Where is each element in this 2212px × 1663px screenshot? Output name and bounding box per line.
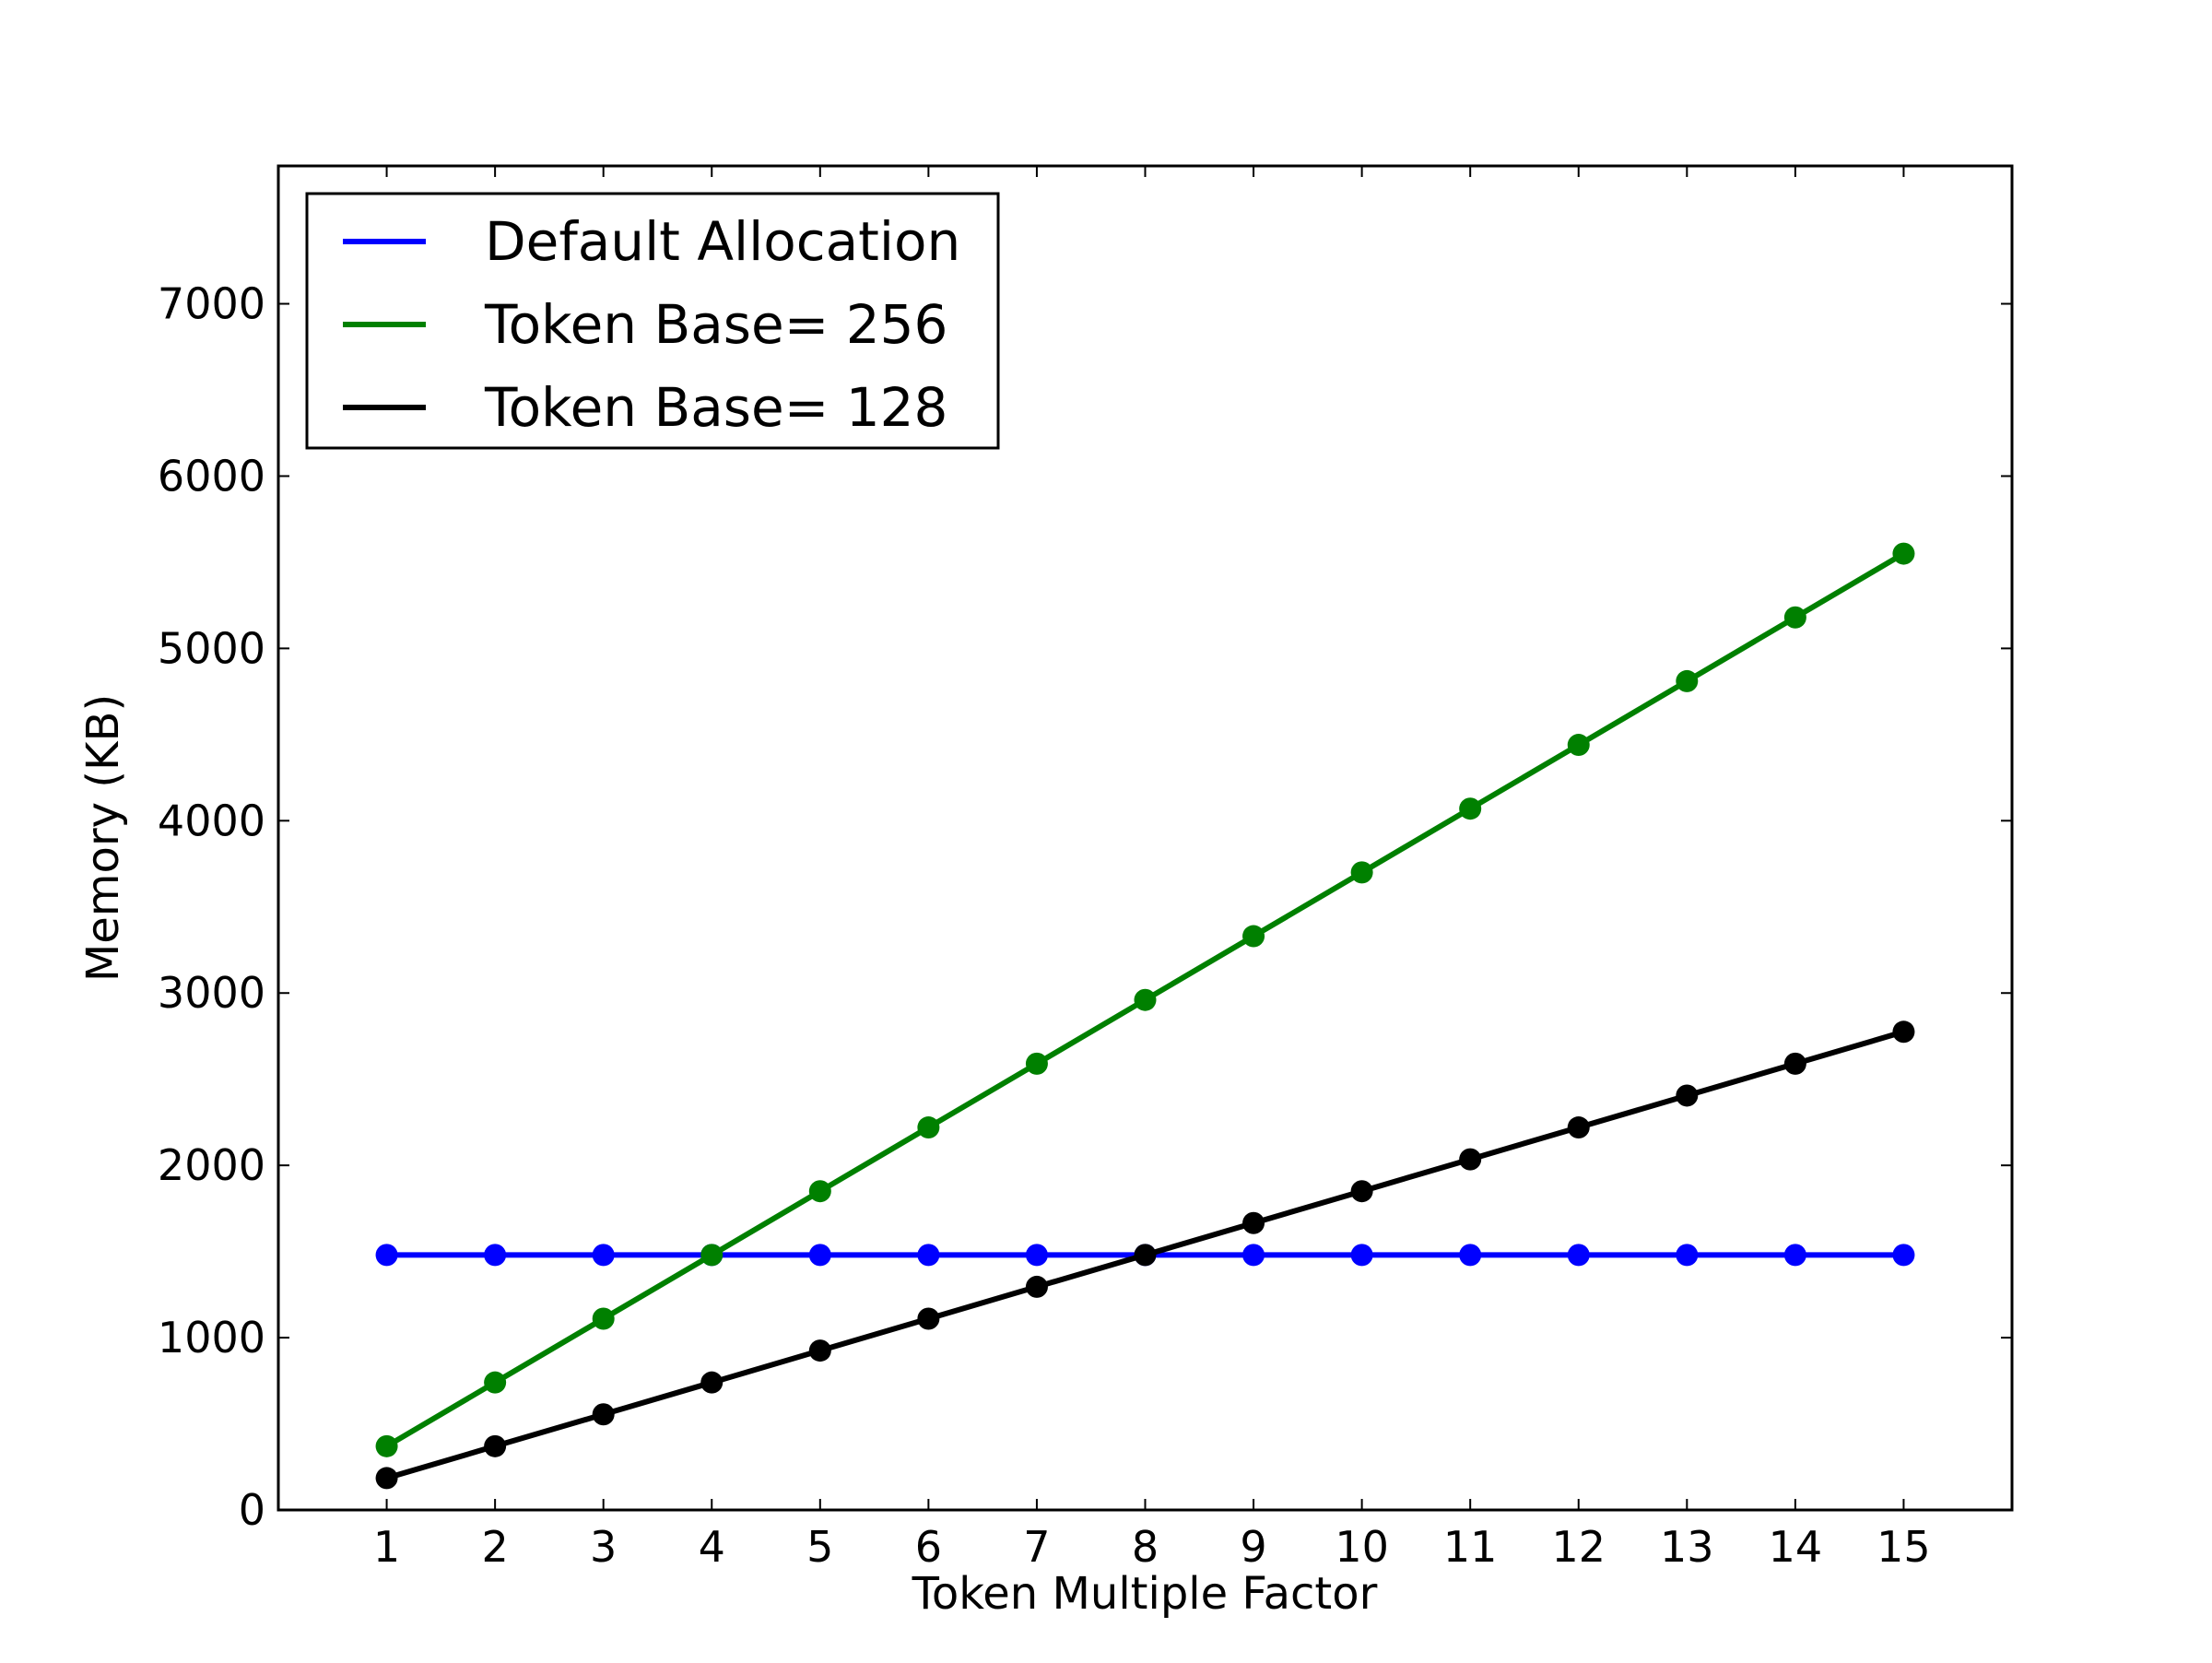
- data-point: [1567, 734, 1590, 757]
- data-point: [700, 1371, 724, 1394]
- data-point: [1783, 1244, 1806, 1267]
- data-point: [808, 1180, 831, 1203]
- x-tick-label: 3: [590, 1522, 617, 1572]
- data-point: [808, 1339, 831, 1362]
- data-point: [1242, 1211, 1265, 1234]
- data-point: [1242, 925, 1265, 948]
- axis-ticks: 1 2 3 4 5 6 7 8 9 10 11 12 13 14 150100020003000400050…: [158, 166, 2012, 1572]
- data-point: [1242, 1244, 1265, 1267]
- y-axis-label: Memory (KB): [77, 694, 129, 982]
- data-point: [592, 1244, 615, 1267]
- data-point: [1892, 1020, 1915, 1044]
- x-tick-label: 8: [1132, 1522, 1159, 1572]
- data-point: [700, 1244, 724, 1267]
- data-point: [1350, 861, 1373, 884]
- data-point: [1567, 1116, 1590, 1139]
- data-point: [484, 1371, 507, 1394]
- data-point: [375, 1434, 398, 1457]
- legend: Default Allocation Token Base= 256 Token B…: [305, 192, 1000, 450]
- data-point: [1892, 1244, 1915, 1267]
- x-tick-label: 10: [1335, 1522, 1389, 1572]
- x-axis-label: Token Multiple Factor: [912, 1568, 1378, 1620]
- data-point: [484, 1434, 507, 1457]
- y-tick-label: 3000: [158, 968, 265, 1018]
- x-tick-label: 9: [1240, 1522, 1266, 1572]
- y-tick-label: 0: [239, 1485, 265, 1535]
- data-point: [917, 1244, 940, 1267]
- y-tick-label: 7000: [158, 279, 265, 329]
- series-layer: [375, 542, 1915, 1490]
- data-point: [917, 1307, 940, 1330]
- data-point: [1134, 1244, 1157, 1267]
- data-point: [1134, 988, 1157, 1011]
- x-tick-label: 15: [1877, 1522, 1931, 1572]
- data-point: [1676, 669, 1699, 692]
- data-point: [592, 1307, 615, 1330]
- data-point: [1350, 1180, 1373, 1203]
- data-point: [808, 1244, 831, 1267]
- x-tick-label: 5: [806, 1522, 833, 1572]
- data-point: [1459, 1244, 1482, 1267]
- x-tick-label: 14: [1769, 1522, 1823, 1572]
- data-point: [1892, 542, 1915, 565]
- x-tick-label: 4: [699, 1522, 725, 1572]
- y-tick-label: 2000: [158, 1140, 265, 1190]
- data-point: [1025, 1275, 1048, 1298]
- data-point: [1783, 1052, 1806, 1075]
- x-tick-label: 11: [1443, 1522, 1498, 1572]
- data-point: [1676, 1084, 1699, 1107]
- data-point: [1459, 797, 1482, 820]
- data-point: [484, 1244, 507, 1267]
- data-point: [1783, 606, 1806, 629]
- data-point: [1567, 1244, 1590, 1267]
- legend-label: Token Base= 256: [484, 293, 947, 356]
- legend-label: Default Allocation: [485, 210, 960, 273]
- x-tick-label: 1: [373, 1522, 400, 1572]
- data-point: [1459, 1148, 1482, 1171]
- data-point: [1350, 1244, 1373, 1267]
- x-tick-label: 2: [481, 1522, 508, 1572]
- data-point: [1025, 1052, 1048, 1075]
- legend-label: Token Base= 128: [484, 376, 947, 439]
- y-tick-label: 5000: [158, 623, 265, 673]
- data-point: [917, 1116, 940, 1139]
- data-point: [375, 1244, 398, 1267]
- x-tick-label: 13: [1660, 1522, 1714, 1572]
- series-3: [375, 1020, 1915, 1490]
- data-point: [592, 1403, 615, 1426]
- y-tick-label: 6000: [158, 451, 265, 501]
- y-tick-label: 1000: [158, 1313, 265, 1362]
- x-tick-label: 6: [915, 1522, 942, 1572]
- x-tick-label: 7: [1023, 1522, 1050, 1572]
- x-tick-label: 12: [1551, 1522, 1606, 1572]
- axis-labels: Token Multiple Factor Memory (KB): [77, 694, 1378, 1620]
- data-point: [1025, 1244, 1048, 1267]
- data-point: [375, 1467, 398, 1490]
- data-point: [1676, 1244, 1699, 1267]
- series-2: [375, 542, 1915, 1457]
- y-tick-label: 4000: [158, 796, 265, 845]
